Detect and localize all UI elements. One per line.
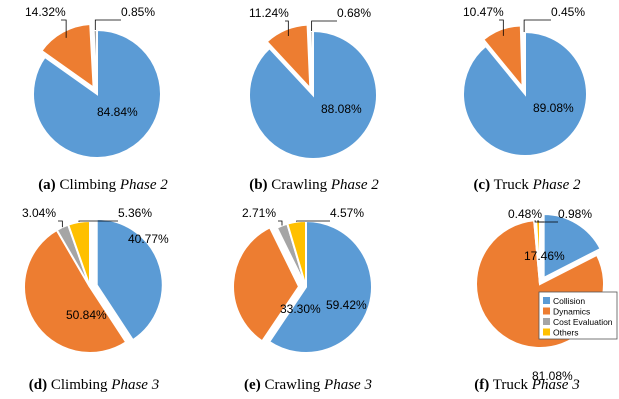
pie-slice-others xyxy=(535,218,541,285)
pie-slice-dynamics xyxy=(481,24,524,91)
caption-phase: Phase 2 xyxy=(532,177,581,193)
caption-text: Truck xyxy=(490,177,533,193)
leader-line xyxy=(61,19,67,38)
legend-swatch xyxy=(543,328,550,336)
pie-chart-1: 84.84% 14.32% 0.85% (a) Climbing Phase 2 xyxy=(25,5,168,193)
pie-slice-cost-evaluation xyxy=(522,30,526,95)
caption-text: Crawling xyxy=(268,177,331,193)
slice-value-label: 3.04% xyxy=(22,206,56,220)
legend-entry: Cost Evaluation xyxy=(553,317,613,327)
subfigure-caption: (f) Truck Phase 3 xyxy=(474,377,579,393)
pie-slice-collision xyxy=(32,28,162,159)
subfigure-caption: (e) Crawling Phase 3 xyxy=(244,377,372,393)
caption-label: (b) xyxy=(249,177,267,193)
subfigure-caption: (d) Climbing Phase 3 xyxy=(29,377,159,393)
caption-text: Crawling xyxy=(261,377,324,393)
pie-chart-4: 40.77% 50.84% 3.04% 5.36% (d) Climbing Phase… xyxy=(22,206,169,393)
slice-value-label: 2.71% xyxy=(242,206,276,220)
slice-value-label: 17.46% xyxy=(524,249,565,263)
legend-entry: Others xyxy=(553,328,579,338)
slice-value-label: 84.84% xyxy=(97,105,138,119)
legend-swatch xyxy=(543,297,550,304)
subfigure-caption: (a) Climbing Phase 2 xyxy=(38,177,168,193)
pie-slice-collision xyxy=(267,219,373,354)
caption-text: Climbing xyxy=(47,377,111,393)
pie-chart-2: 88.08% 11.24% 0.68% (b) Crawling Phase 2 xyxy=(248,6,379,193)
slice-value-label: 10.47% xyxy=(463,5,504,19)
slice-value-label: 0.68% xyxy=(337,6,371,20)
slice-value-label: 14.32% xyxy=(25,5,66,19)
pie-slice-collision xyxy=(248,29,378,160)
slice-value-label: 4.57% xyxy=(330,206,364,220)
slice-value-label: 0.85% xyxy=(121,5,155,19)
caption-phase: Phase 3 xyxy=(110,377,159,393)
caption-text: Truck xyxy=(489,377,532,393)
slice-value-label: 40.77% xyxy=(128,232,169,246)
leader-line xyxy=(523,19,551,33)
subfigure-caption: (b) Crawling Phase 2 xyxy=(249,177,379,193)
slice-value-label: 33.30% xyxy=(280,302,321,316)
pie-slice-dynamics xyxy=(40,22,95,90)
leader-line xyxy=(78,220,118,222)
leader-line xyxy=(311,20,337,32)
leader-line xyxy=(278,220,283,226)
slice-value-label: 89.08% xyxy=(533,101,574,115)
leader-line xyxy=(499,19,504,36)
caption-phase: Phase 3 xyxy=(323,377,372,393)
caption-phase: Phase 2 xyxy=(119,177,168,193)
leader-line xyxy=(296,220,330,222)
caption-phase: Phase 2 xyxy=(330,177,379,193)
pie-chart-5: 59.42% 33.30% 2.71% 4.57% (e) Crawling Phase… xyxy=(232,206,373,393)
subfigure-caption: (c) Truck Phase 2 xyxy=(473,177,581,193)
caption-label: (d) xyxy=(29,377,47,393)
slice-value-label: 0.48% xyxy=(508,207,542,221)
pie-slice-dynamics xyxy=(232,225,301,343)
leader-line xyxy=(94,19,121,31)
leader-line xyxy=(58,220,63,228)
pie-chart-3: 89.08% 10.47% 0.45% (c) Truck Phase 2 xyxy=(462,5,588,193)
pie-slice-collision xyxy=(542,213,602,280)
caption-label: (e) xyxy=(244,377,261,393)
caption-label: (f) xyxy=(474,377,489,393)
caption-label: (c) xyxy=(473,177,490,193)
legend-swatch xyxy=(543,307,550,315)
pie-slice-collision xyxy=(95,217,164,342)
slice-value-label: 11.24% xyxy=(249,6,289,20)
leader-line xyxy=(285,20,289,36)
caption-label: (a) xyxy=(38,177,56,193)
caption-text: Climbing xyxy=(56,177,120,193)
caption-phase: Phase 3 xyxy=(531,377,580,393)
slice-value-label: 88.08% xyxy=(321,102,362,116)
slice-value-label: 0.45% xyxy=(551,5,585,19)
leader-line xyxy=(537,220,558,223)
slice-value-label: 50.84% xyxy=(66,308,107,322)
slice-value-label: 5.36% xyxy=(118,206,152,220)
slice-value-label: 59.42% xyxy=(326,298,367,312)
slice-value-label: 81.08% xyxy=(532,369,573,383)
pie-slice-dynamics xyxy=(23,228,128,354)
legend-swatch xyxy=(543,318,550,325)
slice-value-label: 0.98% xyxy=(558,207,592,221)
legend-entry: Collision xyxy=(553,296,585,306)
pie-slice-dynamics xyxy=(265,23,312,92)
legend-box xyxy=(538,291,618,340)
legend-entry: Dynamics xyxy=(553,307,590,317)
